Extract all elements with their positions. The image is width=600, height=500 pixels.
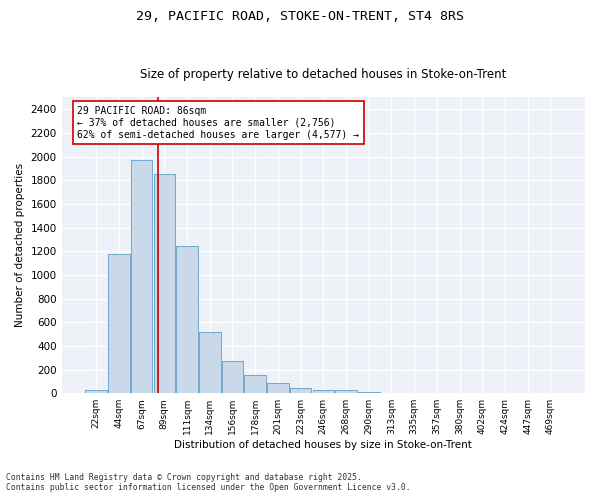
Y-axis label: Number of detached properties: Number of detached properties — [15, 164, 25, 328]
X-axis label: Distribution of detached houses by size in Stoke-on-Trent: Distribution of detached houses by size … — [175, 440, 472, 450]
Bar — [222, 360, 243, 393]
Title: Size of property relative to detached houses in Stoke-on-Trent: Size of property relative to detached ho… — [140, 68, 506, 81]
Bar — [335, 390, 357, 393]
Text: Contains HM Land Registry data © Crown copyright and database right 2025.
Contai: Contains HM Land Registry data © Crown c… — [6, 473, 410, 492]
Text: 29, PACIFIC ROAD, STOKE-ON-TRENT, ST4 8RS: 29, PACIFIC ROAD, STOKE-ON-TRENT, ST4 8R… — [136, 10, 464, 23]
Bar — [380, 392, 402, 393]
Text: 29 PACIFIC ROAD: 86sqm
← 37% of detached houses are smaller (2,756)
62% of semi-: 29 PACIFIC ROAD: 86sqm ← 37% of detached… — [77, 106, 359, 140]
Bar — [267, 383, 289, 393]
Bar — [154, 174, 175, 393]
Bar — [358, 392, 380, 393]
Bar — [108, 254, 130, 393]
Bar — [244, 375, 266, 393]
Bar — [290, 388, 311, 393]
Bar — [199, 332, 221, 393]
Bar — [176, 246, 198, 393]
Bar — [131, 160, 152, 393]
Bar — [85, 390, 107, 393]
Bar — [313, 390, 334, 393]
